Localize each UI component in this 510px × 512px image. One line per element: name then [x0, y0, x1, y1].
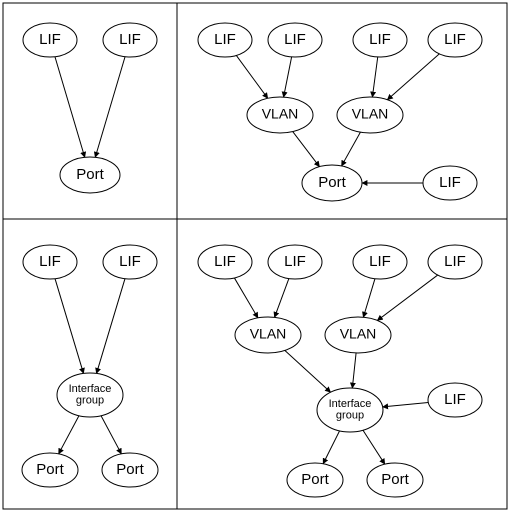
- node-br_lif5: LIF: [428, 383, 482, 417]
- edge: [372, 57, 377, 97]
- node-label: VLAN: [262, 106, 299, 122]
- edge: [323, 431, 339, 464]
- edge: [387, 54, 439, 100]
- node-label: LIF: [284, 253, 306, 270]
- edge: [293, 132, 320, 167]
- node-label: LIF: [444, 31, 466, 48]
- node-label: LIF: [444, 391, 466, 408]
- node-bl_lif1: LIF: [23, 245, 77, 279]
- edge: [95, 57, 125, 158]
- node-label: LIF: [39, 31, 61, 48]
- node-tr_vlan2: VLAN: [337, 97, 403, 133]
- node-label: LIF: [214, 253, 236, 270]
- node-tr_lif5: LIF: [423, 166, 477, 200]
- edge: [55, 279, 83, 374]
- node-tl_port: Port: [60, 157, 120, 193]
- node-br_lif2: LIF: [268, 245, 322, 279]
- node-label: group: [76, 395, 104, 407]
- node-br_ifg: Interfacegroup: [317, 388, 383, 432]
- edge: [363, 430, 385, 464]
- node-label: VLAN: [340, 326, 377, 342]
- node-label: VLAN: [352, 106, 389, 122]
- node-label: LIF: [439, 174, 461, 191]
- node-label: VLAN: [250, 326, 287, 342]
- node-br_vlan1: VLAN: [235, 317, 301, 353]
- node-br_lif4: LIF: [428, 245, 482, 279]
- node-bl_port2: Port: [102, 453, 158, 487]
- node-label: LIF: [369, 31, 391, 48]
- edge: [284, 57, 292, 97]
- edge: [55, 57, 85, 158]
- node-label: LIF: [119, 31, 141, 48]
- node-label: LIF: [39, 253, 61, 270]
- network-hierarchy-diagram: LIF LIF Port LIF LIF LIF LIF VLAN VLAN Port LIF LIF…: [0, 0, 510, 512]
- node-label: LIF: [214, 31, 236, 48]
- node-bl_lif2: LIF: [103, 245, 157, 279]
- node-tl_lif1: LIF: [23, 23, 77, 57]
- edge: [285, 350, 331, 392]
- node-br_vlan2: VLAN: [325, 317, 391, 353]
- node-label: Interface: [329, 398, 372, 410]
- edge: [383, 403, 429, 407]
- edge: [352, 353, 356, 388]
- node-label: group: [336, 410, 364, 422]
- node-tr_lif1: LIF: [198, 23, 252, 57]
- node-label: Port: [318, 174, 346, 191]
- node-tr_lif4: LIF: [428, 23, 482, 57]
- edge: [59, 416, 79, 454]
- node-br_lif1: LIF: [198, 245, 252, 279]
- edge: [234, 278, 258, 318]
- node-tl_lif2: LIF: [103, 23, 157, 57]
- node-label: Port: [76, 166, 104, 183]
- node-tr_lif3: LIF: [353, 23, 407, 57]
- node-br_port2: Port: [367, 463, 423, 497]
- node-label: LIF: [119, 253, 141, 270]
- node-br_port1: Port: [287, 463, 343, 497]
- edge: [377, 275, 437, 320]
- node-label: Port: [381, 471, 409, 488]
- edge: [275, 279, 289, 318]
- edge: [363, 279, 375, 318]
- node-label: Port: [301, 471, 329, 488]
- node-tr_lif2: LIF: [268, 23, 322, 57]
- node-tr_port: Port: [302, 165, 362, 201]
- node-bl_port1: Port: [22, 453, 78, 487]
- edge: [342, 132, 361, 166]
- node-label: LIF: [369, 253, 391, 270]
- node-label: Port: [116, 461, 144, 478]
- node-bl_ifg: Interfacegroup: [57, 373, 123, 417]
- node-label: LIF: [444, 253, 466, 270]
- node-label: LIF: [284, 31, 306, 48]
- edge: [96, 279, 124, 374]
- node-br_lif3: LIF: [353, 245, 407, 279]
- node-tr_vlan1: VLAN: [247, 97, 313, 133]
- nodes-layer: LIF LIF Port LIF LIF LIF LIF VLAN VLAN Port LIF LIF…: [22, 23, 482, 497]
- node-label: Port: [36, 461, 64, 478]
- edge: [101, 416, 121, 454]
- node-label: Interface: [69, 383, 112, 395]
- edge: [236, 55, 267, 98]
